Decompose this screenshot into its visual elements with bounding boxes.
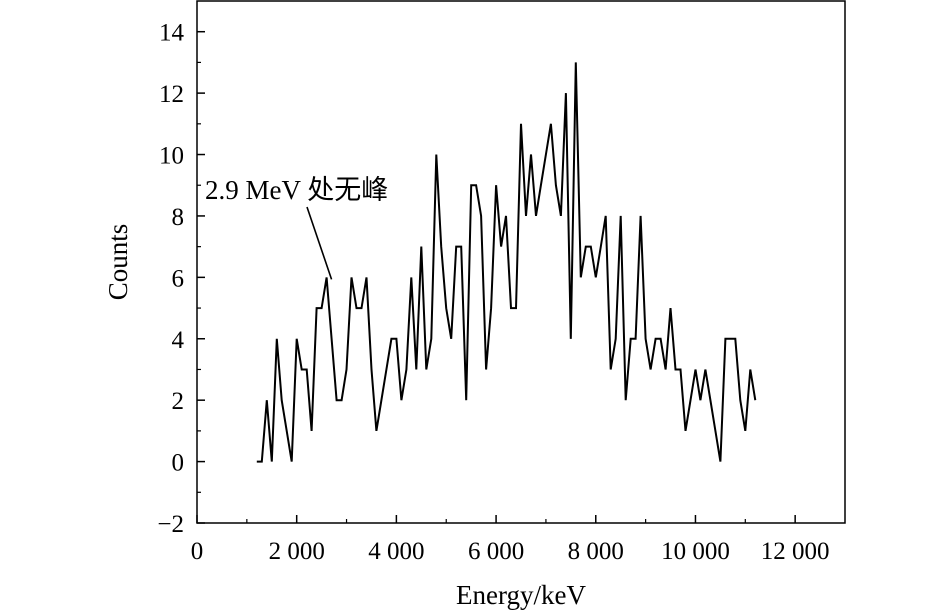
y-tick-label: 4 (172, 327, 185, 354)
y-axis-title: Counts (103, 224, 133, 301)
y-axis-ticks: −2 0 2 4 6 8 10 12 14 (157, 20, 205, 538)
x-tick-label: 10 000 (661, 538, 730, 565)
plot-frame (196, 0, 846, 524)
y-tick-label: 12 (159, 81, 184, 108)
y-tick-label: 10 (159, 143, 184, 170)
y-tick-label: 0 (172, 450, 185, 477)
y-tick-label: 8 (172, 204, 185, 231)
x-tick-label: 0 (191, 538, 204, 565)
x-tick-label: 6 000 (468, 538, 524, 565)
x-axis-ticks: 0 2 000 4 000 6 000 8 000 10 000 12 000 (191, 515, 830, 565)
x-tick-label: 8 000 (568, 538, 624, 565)
y-tick-label: 14 (159, 20, 185, 47)
series-line (256, 62, 757, 463)
x-axis-title: Energy/keV (456, 580, 586, 610)
y-tick-label: 6 (172, 265, 185, 292)
x-tick-label: 12 000 (761, 538, 830, 565)
x-tick-label: 2 000 (269, 538, 325, 565)
y-tick-label: 2 (172, 388, 185, 415)
annotation-leader-line (306, 206, 333, 280)
x-tick-label: 4 000 (368, 538, 424, 565)
annotation-text: 2.9 MeV 处无峰 (205, 175, 388, 205)
y-tick-label: −2 (157, 511, 184, 538)
